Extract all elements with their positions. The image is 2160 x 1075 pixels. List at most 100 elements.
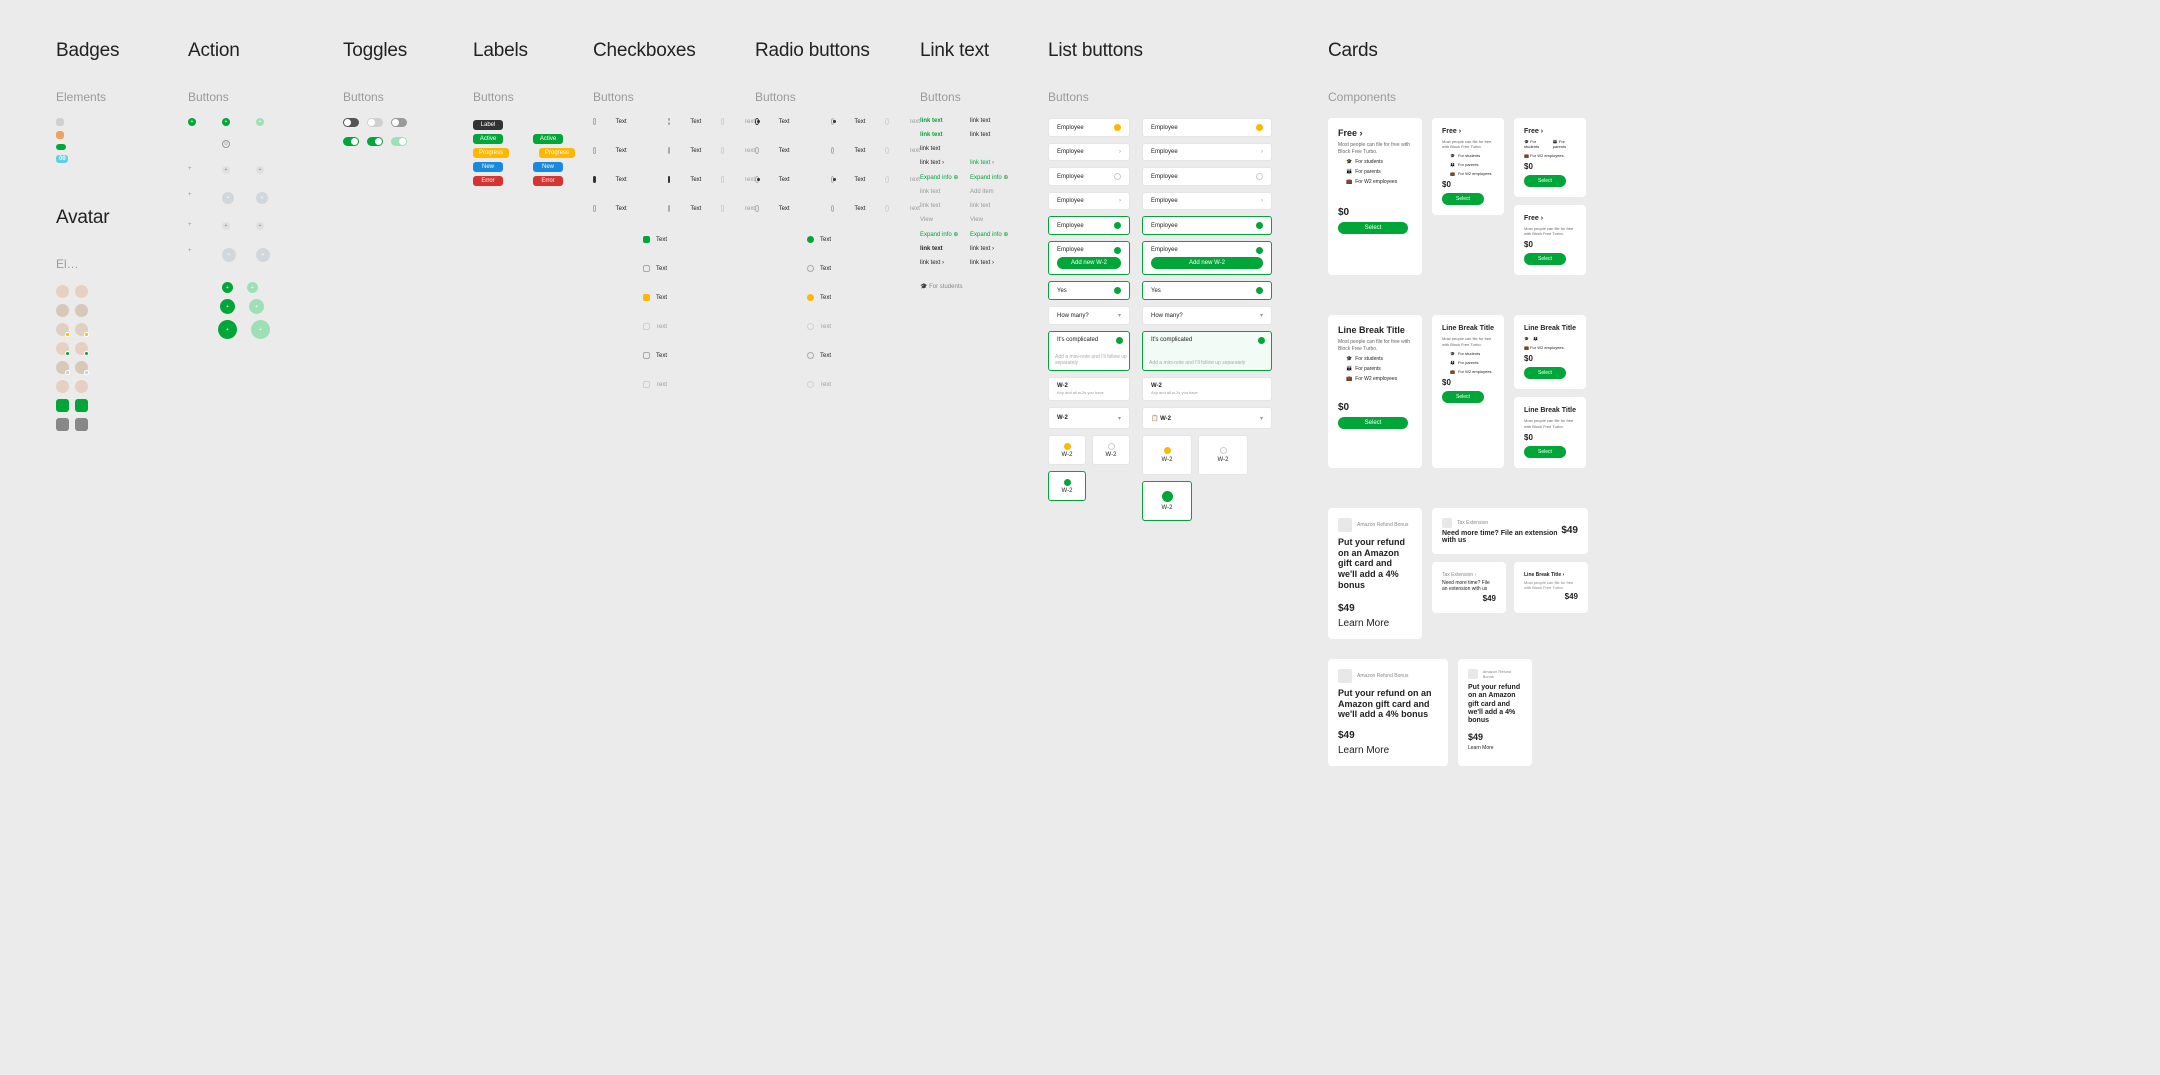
checkbox[interactable] [643, 352, 650, 359]
radio-checked[interactable]: .rb.on::after{background:#333} [755, 118, 759, 125]
radio-green[interactable] [807, 236, 814, 243]
action-btn-soft[interactable]: + [256, 118, 264, 126]
select-btn[interactable]: Select [1524, 175, 1566, 187]
tile-btn[interactable]: W-2 [1198, 435, 1248, 475]
tile-btn-selected[interactable]: W-2 [1048, 471, 1086, 501]
select-btn[interactable]: Select [1524, 253, 1566, 265]
link[interactable]: link text › [970, 246, 1018, 252]
select-btn[interactable]: Select [1524, 367, 1566, 379]
toggle-on-green[interactable] [343, 137, 359, 146]
list-textarea[interactable]: It's complicatedAdd a mini-note and I'll… [1142, 331, 1272, 371]
checkbox[interactable] [643, 323, 650, 330]
toggle-off-gray[interactable] [367, 118, 383, 127]
action-btn-pale[interactable]: + [256, 192, 268, 204]
toggle-off-dark[interactable] [343, 118, 359, 127]
radio[interactable] [831, 205, 835, 212]
checkbox[interactable] [668, 147, 671, 154]
learnmore-btn[interactable]: Learn More [1338, 745, 1438, 756]
radio[interactable] [807, 265, 814, 272]
link[interactable]: link text [920, 118, 968, 124]
action-btn-xxl[interactable]: + [218, 320, 237, 339]
link[interactable]: link text [920, 132, 968, 138]
radio[interactable] [807, 323, 814, 330]
checkbox-yellow[interactable] [643, 294, 650, 301]
list-dropdown[interactable]: W-2▾ [1048, 407, 1130, 429]
tile-btn[interactable]: W-2 [1092, 435, 1130, 465]
action-btn-pale[interactable]: + [222, 248, 236, 262]
list-btn[interactable]: Employee [1048, 118, 1130, 137]
link-gray[interactable]: Add item [970, 189, 1018, 195]
action-btn-outline[interactable]: ⊙ [222, 140, 230, 148]
action-btn-gray[interactable]: + [222, 166, 230, 174]
action-btn-gray[interactable]: + [256, 222, 264, 230]
action-btn-xl[interactable]: + [249, 299, 264, 314]
link[interactable]: link text › [970, 260, 1018, 266]
list-btn[interactable]: Employee› [1142, 192, 1272, 210]
radio-checked[interactable] [755, 176, 759, 183]
action-btn-green[interactable]: + [222, 118, 230, 126]
link[interactable]: link text › [920, 260, 968, 266]
checkbox[interactable] [643, 265, 650, 272]
radio[interactable] [831, 147, 835, 154]
list-dropdown[interactable]: 📋 W-2▾ [1142, 407, 1272, 429]
checkbox[interactable] [593, 147, 596, 154]
learnmore-btn[interactable]: Learn More [1468, 745, 1520, 751]
link-gray[interactable]: View [970, 217, 1018, 223]
list-btn-selected[interactable]: EmployeeAdd new W-2 [1142, 241, 1272, 275]
checkbox[interactable] [593, 118, 596, 125]
select-btn[interactable]: Select [1338, 222, 1408, 234]
link-chev[interactable]: link text › [970, 160, 1018, 166]
select-btn[interactable]: Select [1442, 391, 1484, 403]
select-btn[interactable]: Select [1524, 446, 1566, 458]
list-btn[interactable]: How many?▾ [1048, 306, 1130, 325]
radio[interactable] [807, 381, 814, 388]
link-students[interactable]: 🎓 For students [920, 284, 963, 290]
list-btn[interactable]: How many?▾ [1142, 306, 1272, 325]
tile-btn-selected[interactable]: W-2 [1142, 481, 1192, 521]
radio-yellow[interactable] [807, 294, 814, 301]
list-btn[interactable]: Employee› [1048, 143, 1130, 161]
radio-checked[interactable] [831, 176, 835, 183]
list-btn-selected[interactable]: Employee [1048, 216, 1130, 235]
list-dropdown[interactable]: W-2Any and all w-2s you have [1142, 377, 1272, 401]
list-btn-selected[interactable]: Yes [1048, 281, 1130, 300]
link-expand[interactable]: Expand info ⊕ [970, 174, 1018, 181]
tile-btn[interactable]: W-2 [1048, 435, 1086, 465]
tile-btn[interactable]: W-2 [1142, 435, 1192, 475]
select-btn[interactable]: Select [1442, 193, 1484, 205]
add-w2-btn[interactable]: Add new W-2 [1151, 257, 1263, 269]
radio[interactable] [807, 352, 814, 359]
list-btn[interactable]: Employee [1048, 167, 1130, 186]
link[interactable]: link text [970, 132, 1018, 138]
list-btn[interactable]: Employee [1142, 167, 1272, 186]
link-expand[interactable]: Expand info ⊕ [920, 174, 968, 181]
link[interactable]: link text [920, 146, 968, 152]
link-expand[interactable]: Expand info ⊕ [970, 231, 1018, 238]
action-btn-green[interactable]: + [188, 118, 196, 126]
link-expand[interactable]: Expand info ⊕ [920, 231, 968, 238]
action-btn-gray[interactable]: + [256, 166, 264, 174]
link-gray[interactable]: link text [920, 189, 968, 195]
action-btn-gray[interactable]: + [222, 222, 230, 230]
checkbox-checked[interactable] [668, 176, 671, 183]
radio[interactable] [755, 147, 759, 154]
checkbox[interactable] [643, 381, 650, 388]
checkbox[interactable] [668, 205, 671, 212]
checkbox[interactable] [593, 205, 596, 212]
list-btn-selected[interactable]: Yes [1142, 281, 1272, 300]
radio-checked[interactable] [831, 118, 835, 125]
toggle-off-gray[interactable] [391, 118, 407, 127]
action-btn-pale[interactable]: + [222, 192, 234, 204]
link-gray[interactable]: link text [970, 203, 1018, 209]
link-chev[interactable]: link text › [920, 160, 968, 166]
list-btn[interactable]: Employee [1142, 118, 1272, 137]
link[interactable]: link text [970, 118, 1018, 124]
toggle-on-soft[interactable] [391, 137, 407, 146]
link-gray[interactable]: link text [920, 203, 968, 209]
checkbox-checked[interactable] [593, 176, 596, 183]
add-w2-btn[interactable]: Add new W-2 [1057, 257, 1121, 269]
list-btn-selected[interactable]: EmployeeAdd new W-2 [1048, 241, 1130, 275]
list-dropdown[interactable]: W-2Any and all w-2s you have [1048, 377, 1130, 401]
list-btn[interactable]: Employee› [1048, 192, 1130, 210]
link[interactable]: link text [920, 246, 968, 252]
